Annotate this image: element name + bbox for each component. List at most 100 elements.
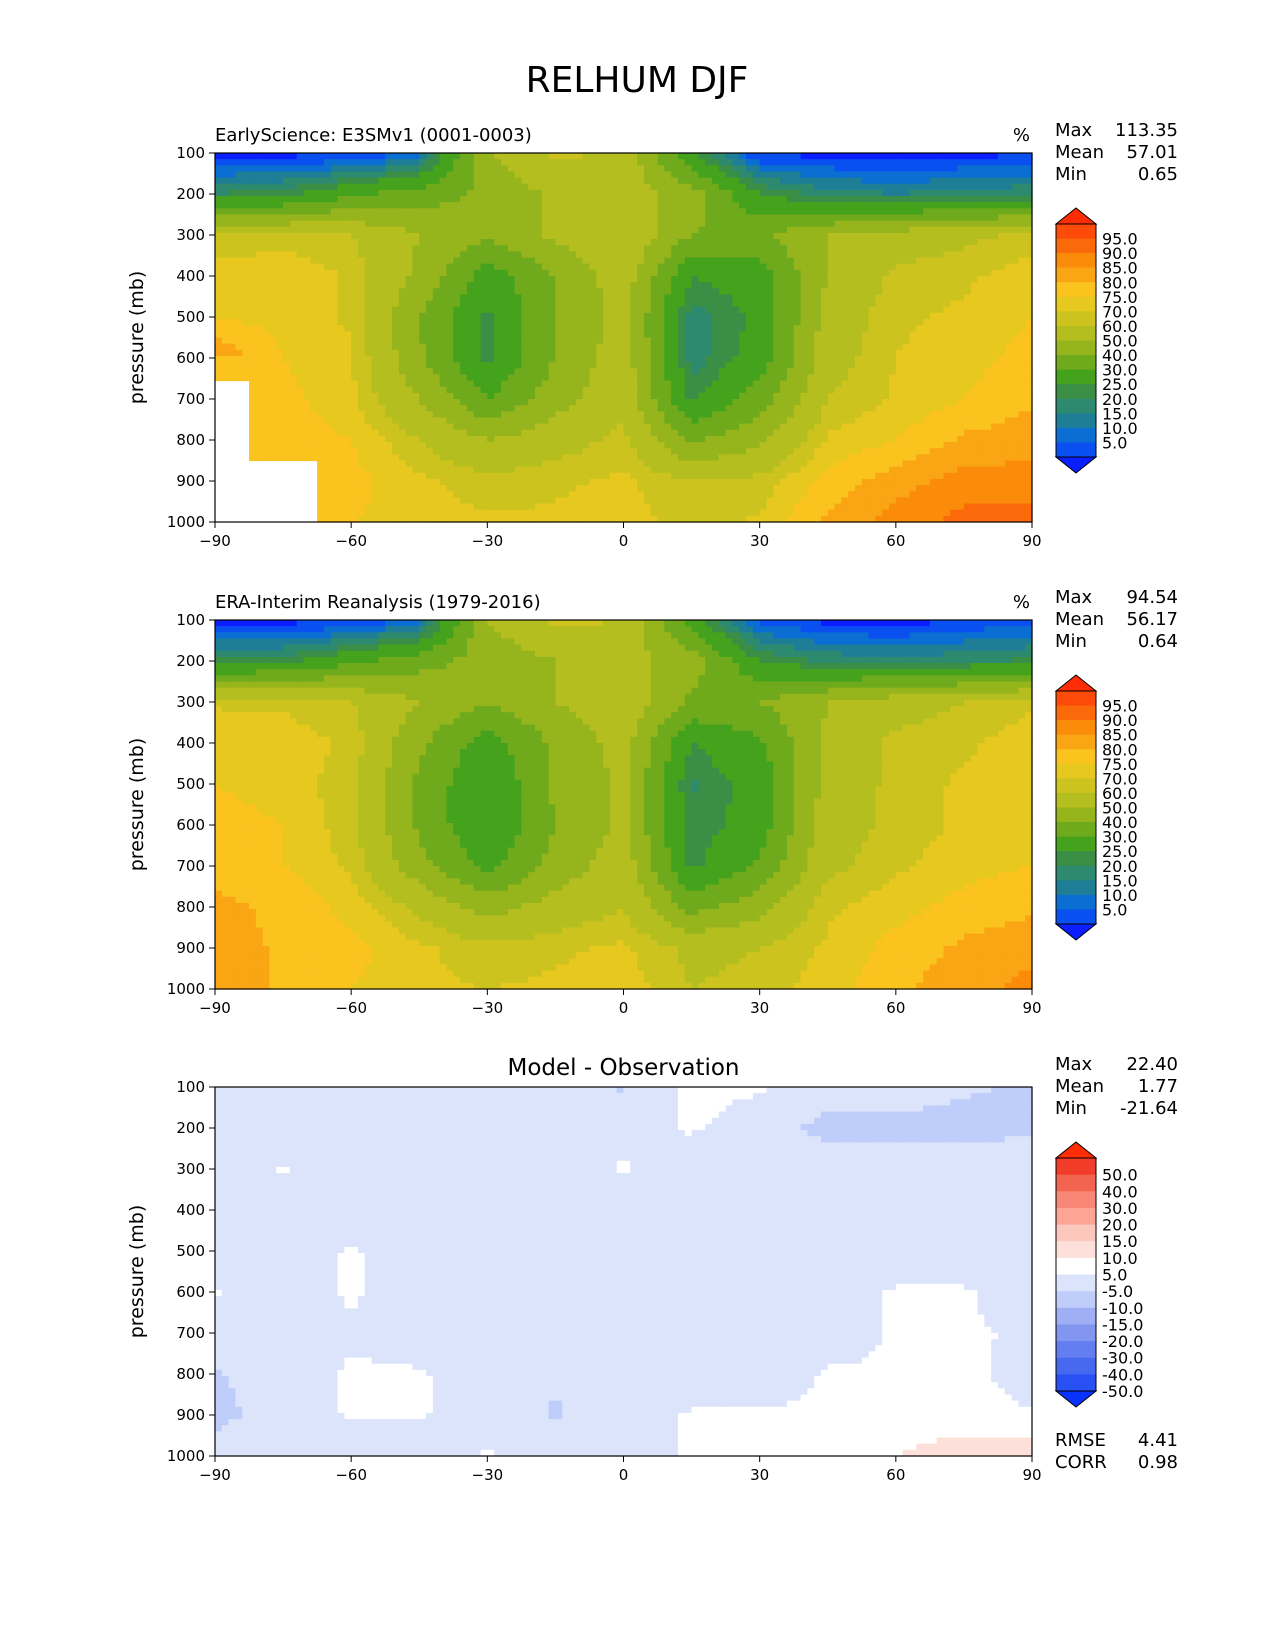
contour-cell: [685, 276, 692, 283]
contour-cell: [814, 381, 821, 388]
contour-cell: [821, 294, 828, 301]
contour-cell: [256, 227, 263, 234]
contour-cell: [991, 393, 998, 400]
contour-cell: [705, 393, 712, 400]
contour-cell: [978, 202, 985, 209]
contour-cell: [521, 202, 528, 209]
contour-cell: [256, 356, 263, 363]
contour-cell: [589, 282, 596, 289]
contour-cell: [760, 159, 767, 166]
contour-cell: [896, 387, 903, 394]
contour-cell: [589, 344, 596, 351]
contour-cell: [746, 288, 753, 295]
contour-cell: [508, 356, 515, 363]
contour-cell: [651, 368, 658, 375]
contour-cell: [392, 165, 399, 172]
contour-cell: [712, 282, 719, 289]
contour-cell: [528, 399, 535, 406]
contour-cell: [481, 344, 488, 351]
contour-cell: [909, 258, 916, 265]
contour-cell: [521, 288, 528, 295]
contour-cell: [412, 233, 419, 240]
contour-cell: [331, 350, 338, 357]
contour-cell: [746, 387, 753, 394]
contour-cell: [814, 374, 821, 381]
contour-cell: [440, 227, 447, 234]
contour-cell: [378, 153, 385, 160]
contour-cell: [276, 270, 283, 277]
contour-cell: [794, 227, 801, 234]
contour-cell: [950, 184, 957, 191]
contour-cell: [555, 264, 562, 271]
contour-cell: [971, 325, 978, 332]
contour-cell: [290, 208, 297, 215]
contour-cell: [603, 251, 610, 258]
contour-cell: [562, 319, 569, 326]
contour-cell: [950, 350, 957, 357]
contour-cell: [916, 319, 923, 326]
contour-cell: [358, 171, 365, 178]
contour-cell: [229, 325, 236, 332]
contour-cell: [467, 338, 474, 345]
contour-cell: [235, 190, 242, 197]
contour-cell: [855, 202, 862, 209]
contour-cell: [766, 344, 773, 351]
contour-cell: [1005, 368, 1012, 375]
contour-cell: [562, 171, 569, 178]
contour-cell: [698, 399, 705, 406]
contour-cell: [528, 165, 535, 172]
contour-cell: [215, 331, 222, 338]
contour-cell: [685, 362, 692, 369]
contour-cell: [290, 399, 297, 406]
contour-cell: [739, 393, 746, 400]
contour-cell: [569, 276, 576, 283]
contour-cell: [297, 313, 304, 320]
contour-cell: [882, 319, 889, 326]
contour-cell: [882, 264, 889, 271]
contour-cell: [753, 196, 760, 203]
contour-cell: [678, 374, 685, 381]
contour-cell: [521, 196, 528, 203]
contour-cell: [521, 350, 528, 357]
contour-cell: [991, 350, 998, 357]
contour-cell: [814, 153, 821, 160]
contour-cell: [896, 313, 903, 320]
contour-cell: [324, 221, 331, 228]
contour-cell: [338, 202, 345, 209]
contour-cell: [297, 325, 304, 332]
contour-cell: [855, 362, 862, 369]
contour-cell: [848, 202, 855, 209]
contour-cell: [869, 258, 876, 265]
contour-cell: [651, 282, 658, 289]
contour-cell: [290, 362, 297, 369]
contour-cell: [446, 338, 453, 345]
contour-cell: [603, 387, 610, 394]
contour-cell: [555, 288, 562, 295]
contour-cell: [487, 307, 494, 314]
contour-cell: [358, 215, 365, 222]
contour-cell: [474, 356, 481, 363]
contour-cell: [392, 313, 399, 320]
contour-cell: [385, 325, 392, 332]
contour-cell: [726, 202, 733, 209]
contour-cell: [1012, 233, 1019, 240]
contour-cell: [358, 368, 365, 375]
contour-cell: [263, 368, 270, 375]
contour-cell: [807, 350, 814, 357]
contour-cell: [446, 301, 453, 308]
contour-cell: [685, 307, 692, 314]
contour-cell: [889, 202, 896, 209]
contour-cell: [835, 159, 842, 166]
contour-cell: [821, 190, 828, 197]
contour-cell: [331, 165, 338, 172]
contour-cell: [712, 239, 719, 246]
contour-cell: [549, 190, 556, 197]
contour-cell: [249, 178, 256, 185]
contour-cell: [528, 239, 535, 246]
contour-cell: [474, 288, 481, 295]
contour-cell: [419, 165, 426, 172]
contour-cell: [814, 344, 821, 351]
contour-cell: [310, 294, 317, 301]
contour-cell: [569, 251, 576, 258]
contour-cell: [889, 319, 896, 326]
